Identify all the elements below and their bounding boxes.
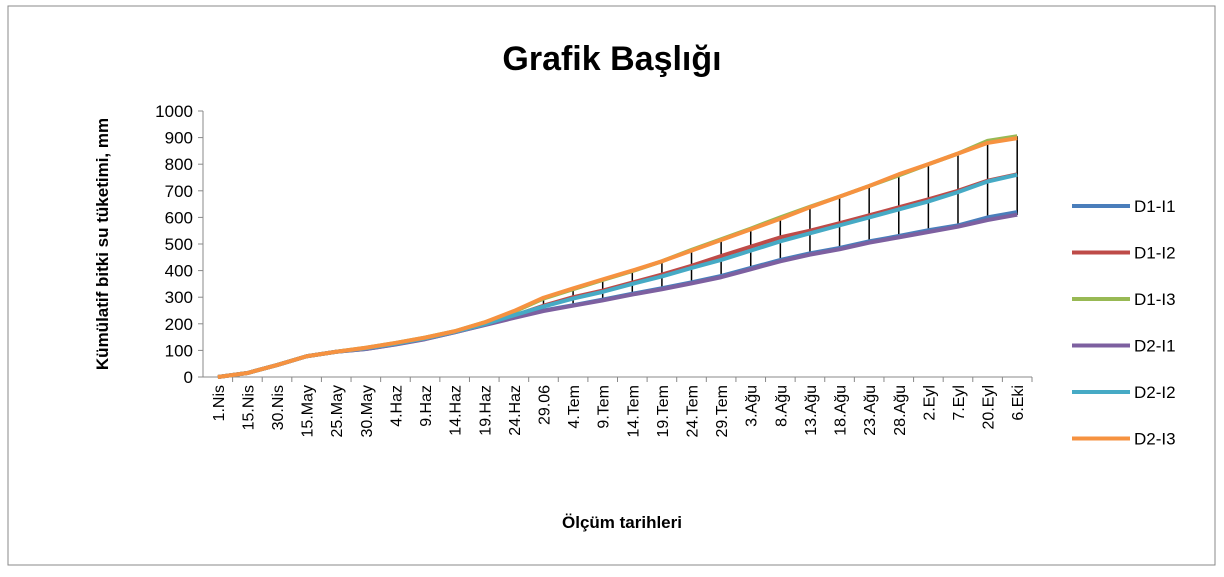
x-tick-label: 24.Haz	[507, 385, 524, 436]
x-tick-label: 29.Tem	[714, 385, 731, 437]
x-tick-label: 15.Nis	[240, 385, 257, 430]
chart-title: Grafik Başlığı	[502, 40, 721, 78]
legend-label: D2-I2	[1134, 383, 1176, 402]
x-tick-label: 6.Eki	[1010, 385, 1027, 421]
x-tick-label: 24.Tem	[685, 385, 702, 437]
y-tick-label: 900	[165, 129, 193, 148]
y-tick-label: 1000	[155, 102, 193, 121]
x-tick-label: 3.Ağu	[744, 385, 761, 427]
legend-label: D1-I3	[1134, 290, 1176, 309]
y-tick-label: 500	[165, 235, 193, 254]
x-tick-label: 9.Tem	[596, 385, 613, 429]
x-tick-label: 14.Haz	[448, 385, 465, 436]
x-tick-label: 15.May	[300, 385, 317, 437]
x-tick-label: 14.Tem	[625, 385, 642, 437]
x-tick-label: 13.Ağu	[803, 385, 820, 436]
legend-label: D2-I3	[1134, 430, 1176, 449]
y-tick-label: 0	[184, 368, 193, 387]
y-tick-label: 700	[165, 182, 193, 201]
x-tick-label: 8.Ağu	[773, 385, 790, 427]
x-tick-label: 25.May	[329, 385, 346, 437]
x-tick-label: 4.Haz	[388, 385, 405, 427]
x-tick-label: 2.Eyl	[921, 385, 938, 421]
x-tick-label: 7.Eyl	[951, 385, 968, 421]
x-tick-label: 19.Haz	[477, 385, 494, 436]
x-tick-label: 23.Ağu	[862, 385, 879, 436]
x-tick-label: 28.Ağu	[892, 385, 909, 436]
x-tick-label: 18.Ağu	[833, 385, 850, 436]
x-tick-label: 9.Haz	[418, 385, 435, 427]
y-tick-label: 100	[165, 341, 193, 360]
legend-label: D1-I2	[1134, 244, 1176, 263]
x-tick-label: 20.Eyl	[981, 385, 998, 429]
series-line	[217, 136, 1018, 379]
y-axis-title: Kümülatif bitki su tüketimi, mm	[93, 118, 112, 370]
legend-label: D1-I1	[1134, 197, 1176, 216]
y-tick-label: 300	[165, 288, 193, 307]
x-tick-label: 1.Nis	[211, 385, 228, 421]
x-axis-title: Ölçüm tarihleri	[562, 513, 682, 532]
y-tick-label: 200	[165, 315, 193, 334]
y-tick-label: 600	[165, 208, 193, 227]
x-tick-label: 30.Nis	[270, 385, 287, 430]
x-tick-label: 29.06	[536, 385, 553, 425]
legend-label: D2-I1	[1134, 337, 1176, 356]
x-tick-label: 30.May	[359, 385, 376, 437]
y-tick-label: 400	[165, 262, 193, 281]
x-tick-label: 19.Tem	[655, 385, 672, 437]
x-tick-label: 4.Tem	[566, 385, 583, 429]
chart-frame	[7, 5, 1216, 566]
y-tick-label: 800	[165, 155, 193, 174]
